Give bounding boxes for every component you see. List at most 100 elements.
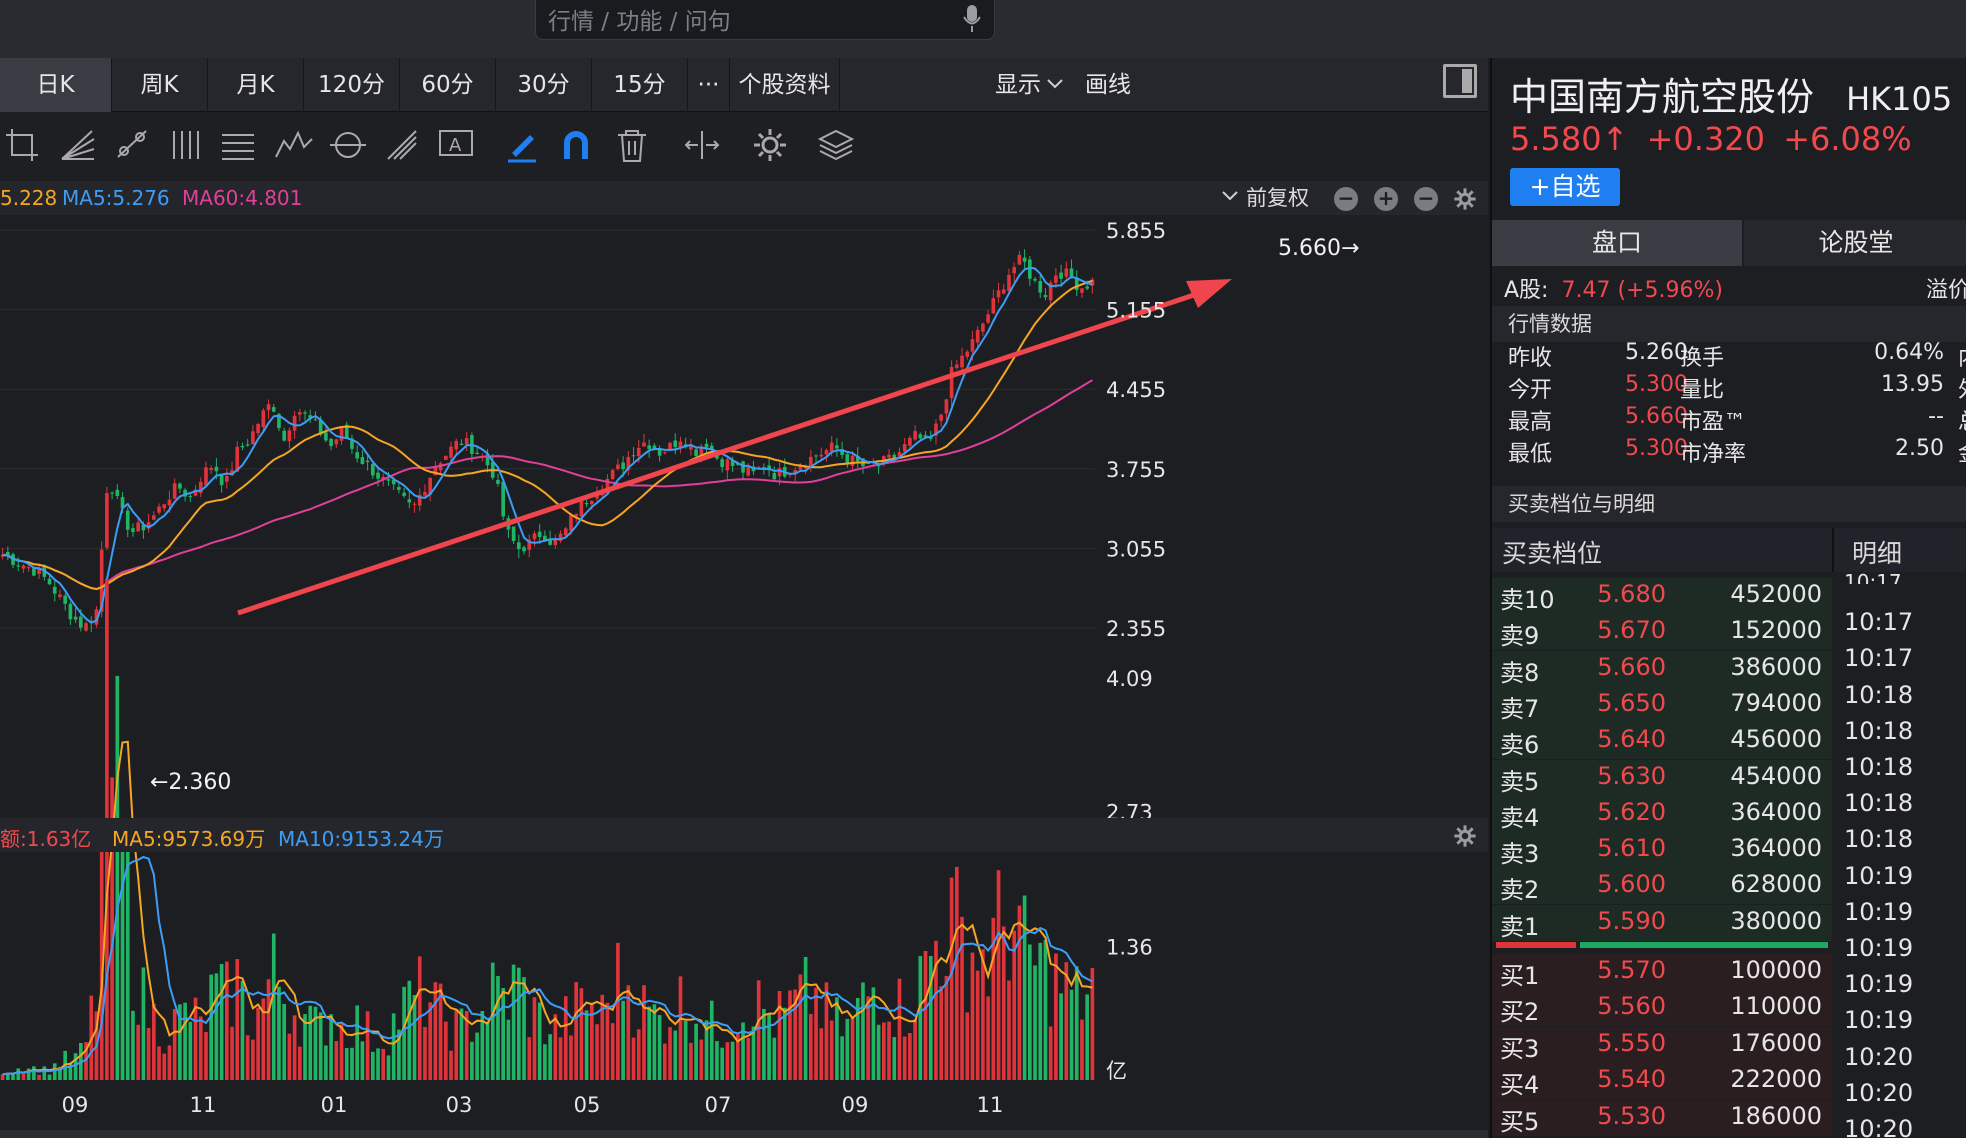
candle-body [297,412,302,415]
level-vol: 110000 [1730,992,1822,1021]
level-label: 卖2 [1500,876,1540,905]
bid-level-row[interactable]: 买1 5.570 100000 [1492,954,1832,990]
crop-tool-icon[interactable] [2,123,46,167]
stock-price: 5.580↑ [1510,120,1629,158]
volume-bar [204,1032,208,1080]
volume-bar [68,1062,73,1080]
candle-body [1048,282,1053,301]
tab-orderbook[interactable]: 盘口 [1492,220,1742,266]
candle-body [141,524,146,531]
layers-icon[interactable] [814,123,858,167]
ask-level-row[interactable]: 卖4 5.620 364000 [1492,795,1832,832]
volume-bar [730,1041,735,1080]
ask-level-row[interactable]: 卖5 5.630 454000 [1492,759,1832,796]
trash-icon[interactable] [610,123,654,167]
ask-level-row[interactable]: 卖10 5.680 452000 [1492,578,1832,614]
chart-settings-icon[interactable] [1452,186,1478,212]
volume-bar [699,1039,704,1080]
stock-profile-tab[interactable]: 个股资料 [730,58,840,112]
split-view-icon[interactable] [680,123,724,167]
level-price: 5.670 [1597,616,1666,645]
ma60-value: MA60:4.801 [182,186,303,210]
ask-level-row[interactable]: 卖8 5.660 386000 [1492,650,1832,687]
tab-daily-k[interactable]: 日K [0,58,112,112]
volume-bar [438,983,443,1080]
volume-bar [16,1068,21,1080]
volume-bar [934,940,938,1080]
fan-line-tool-icon[interactable] [56,123,100,167]
volume-bar [563,996,568,1080]
segment-tool-icon[interactable] [110,123,154,167]
zoom-out-icon[interactable]: − [1414,187,1438,211]
volume-bar [417,956,422,1080]
ask-level-row[interactable]: 卖3 5.610 364000 [1492,832,1832,869]
fibonacci-tool-icon[interactable] [380,123,424,167]
candle-body [172,483,177,499]
trend-arrow-head [1186,279,1232,308]
microphone-icon[interactable] [962,4,982,34]
depth-header-right[interactable]: 明细 [1852,539,1903,568]
candle-body [370,463,375,476]
candle-body [271,407,276,412]
volume-axis-label: 亿 [1106,1059,1127,1083]
level-price: 5.590 [1597,906,1666,935]
candle-body [120,497,125,509]
bid-level-row[interactable]: 买2 5.560 110000 [1492,990,1832,1027]
bid-level-row[interactable]: 买3 5.550 176000 [1492,1026,1832,1063]
volume-bar [370,1051,375,1080]
candle-body [475,452,479,455]
gann-tool-icon[interactable] [216,123,260,167]
candle-body [699,446,704,459]
volume-bar [1043,940,1048,1080]
volume-bar [845,1018,850,1080]
ask-level-row[interactable]: 卖1 5.590 380000 [1492,904,1832,941]
top-bar: 行情 / 功能 / 问句 [0,0,1966,58]
magnet-tool-icon[interactable] [554,123,598,167]
detail-time: 10:18 [1844,680,1914,709]
candle-body [318,419,323,435]
vertical-lines-tool-icon[interactable] [164,123,208,167]
candle-body [63,595,68,604]
chart-scrollbar[interactable] [0,1130,1488,1138]
volume-settings-icon[interactable] [1452,823,1478,849]
volume-bar [621,1000,625,1080]
add-watchlist-button[interactable]: +自选 [1510,168,1620,206]
ask-level-row[interactable]: 卖2 5.600 628000 [1492,868,1832,905]
volume-bar [887,1021,891,1080]
tab-120min[interactable]: 120分 [304,58,400,112]
volume-bar [219,964,224,1080]
wave-tool-icon[interactable] [272,123,316,167]
bid-level-row[interactable]: 买4 5.540 222000 [1492,1063,1832,1100]
volume-bar [991,917,996,1080]
ask-level-row[interactable]: 卖7 5.650 794000 [1492,686,1832,723]
search-input[interactable]: 行情 / 功能 / 问句 [535,0,995,40]
text-tool-icon[interactable]: A [434,123,478,167]
volume-bar [464,1010,469,1080]
display-dropdown[interactable]: 显示 [995,72,1041,98]
candle-body [235,446,240,472]
market-row-value2: 2.50 [1895,436,1944,461]
tab-forum[interactable]: 论股堂 [1744,220,1966,266]
bid-level-row[interactable]: 买5 5.530 186000 [1492,1099,1832,1136]
panel-toggle-icon[interactable] [1443,64,1477,98]
tab-60min[interactable]: 60分 [400,58,496,112]
tab-weekly-k[interactable]: 周K [112,58,208,112]
tab-15min[interactable]: 15分 [592,58,688,112]
pen-tool-icon[interactable] [500,123,544,167]
volume-bar [574,982,579,1080]
volume-bar [673,1030,678,1080]
candle-body [777,468,782,477]
price-adjust-dropdown[interactable]: 前复权 [1246,186,1309,210]
more-periods-button[interactable]: ··· [688,58,730,112]
minimize-icon[interactable]: − [1334,187,1358,211]
volume-bar [251,1039,255,1080]
ask-level-row[interactable]: 卖9 5.670 152000 [1492,614,1832,651]
tab-monthly-k[interactable]: 月K [208,58,304,112]
tab-30min[interactable]: 30分 [496,58,592,112]
draw-line-button[interactable]: 画线 [1085,72,1131,98]
zoom-in-icon[interactable]: + [1374,187,1398,211]
ask-level-row[interactable]: 卖6 5.640 456000 [1492,723,1832,760]
cycle-tool-icon[interactable] [326,123,370,167]
gear-icon[interactable] [748,123,792,167]
